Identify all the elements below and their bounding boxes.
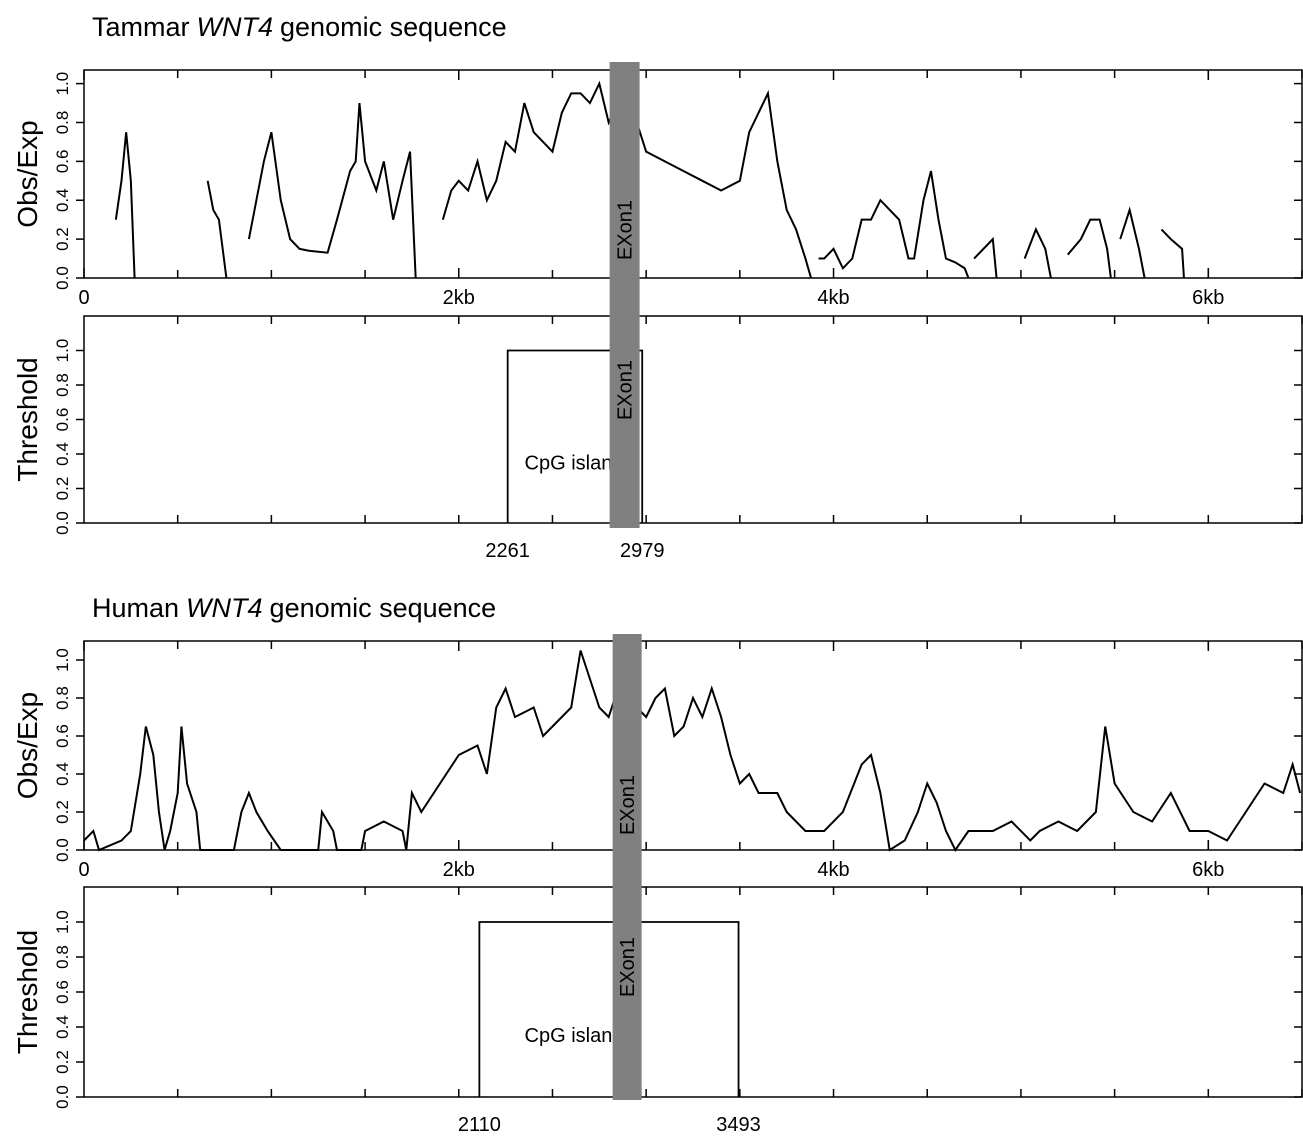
chart-title: Tammar WNT4 genomic sequence bbox=[92, 12, 507, 42]
y-tick-label: 0.2 bbox=[53, 227, 72, 251]
y-tick-label: 0.4 bbox=[53, 188, 72, 212]
x-tick-label: 0 bbox=[78, 287, 89, 309]
y-tick-label: 1.0 bbox=[53, 910, 72, 934]
x-tick-label: 0 bbox=[78, 859, 89, 881]
exon-label: EXon1 bbox=[615, 200, 637, 260]
x-tick-label: 4kb bbox=[817, 859, 849, 881]
plot-frame bbox=[83, 69, 1303, 279]
y-axis-label: Threshold bbox=[12, 930, 43, 1055]
exon-label: EXon1 bbox=[617, 775, 639, 835]
y-tick-label: 0.6 bbox=[53, 724, 72, 748]
island-start-label: 2110 bbox=[458, 1114, 501, 1136]
island-end-label: 3493 bbox=[716, 1114, 761, 1136]
island-label: CpG island bbox=[525, 1025, 624, 1047]
x-tick-label: 6kb bbox=[1192, 287, 1224, 309]
y-tick-label: 0.8 bbox=[53, 945, 72, 969]
chart-title: Human WNT4 genomic sequence bbox=[92, 593, 496, 623]
y-tick-label: 0.6 bbox=[53, 408, 72, 432]
title-gene: WNT4 bbox=[186, 593, 263, 623]
plot-frame bbox=[83, 315, 1303, 524]
title-gene: WNT4 bbox=[197, 12, 274, 42]
title-suffix: genomic sequence bbox=[270, 593, 497, 623]
title-suffix: genomic sequence bbox=[280, 12, 507, 42]
y-tick-label: 0.0 bbox=[53, 266, 72, 290]
plot-frame bbox=[83, 640, 1303, 851]
y-tick-label: 0.4 bbox=[53, 762, 72, 786]
y-tick-label: 0.8 bbox=[53, 686, 72, 710]
cpg-island bbox=[506, 349, 644, 523]
x-tick-label: 6kb bbox=[1192, 859, 1224, 881]
y-tick-label: 0.2 bbox=[53, 1050, 72, 1074]
data-line bbox=[83, 650, 1302, 852]
plot-frame bbox=[83, 886, 1303, 1098]
x-tick-label: 2kb bbox=[443, 287, 475, 309]
y-tick-label: 0.0 bbox=[53, 511, 72, 535]
y-axis-label: Threshold bbox=[12, 357, 43, 482]
exon-label: EXon1 bbox=[615, 360, 637, 420]
y-tick-label: 1.0 bbox=[53, 72, 72, 96]
y-axis-label: Obs/Exp bbox=[12, 692, 43, 799]
title-prefix: Tammar bbox=[92, 12, 190, 42]
y-tick-label: 0.4 bbox=[53, 442, 72, 466]
title-prefix: Human bbox=[92, 593, 179, 623]
y-tick-label: 0.8 bbox=[53, 373, 72, 397]
exon-band bbox=[609, 278, 640, 528]
cpg-island bbox=[478, 921, 740, 1097]
y-tick-label: 0.6 bbox=[53, 980, 72, 1004]
y-tick-label: 0.8 bbox=[53, 111, 72, 135]
exon-label: EXon1 bbox=[617, 937, 639, 997]
y-tick-label: 0.0 bbox=[53, 838, 72, 862]
exon-band bbox=[609, 62, 640, 278]
x-tick-label: 4kb bbox=[817, 287, 849, 309]
y-tick-label: 1.0 bbox=[53, 648, 72, 672]
y-tick-label: 0.6 bbox=[53, 150, 72, 174]
exon-band bbox=[612, 850, 642, 1100]
y-tick-label: 0.4 bbox=[53, 1015, 72, 1039]
x-tick-label: 2kb bbox=[443, 859, 475, 881]
island-end-label: 2979 bbox=[620, 540, 665, 562]
y-tick-label: 1.0 bbox=[53, 339, 72, 363]
y-tick-label: 0.2 bbox=[53, 477, 72, 501]
y-axis-label: Obs/Exp bbox=[12, 120, 43, 227]
island-start-label: 2261 bbox=[485, 540, 530, 562]
y-tick-label: 0.0 bbox=[53, 1085, 72, 1109]
data-line bbox=[114, 73, 1185, 279]
island-label: CpG island bbox=[525, 453, 624, 475]
exon-band bbox=[612, 634, 642, 850]
y-tick-label: 0.2 bbox=[53, 800, 72, 824]
